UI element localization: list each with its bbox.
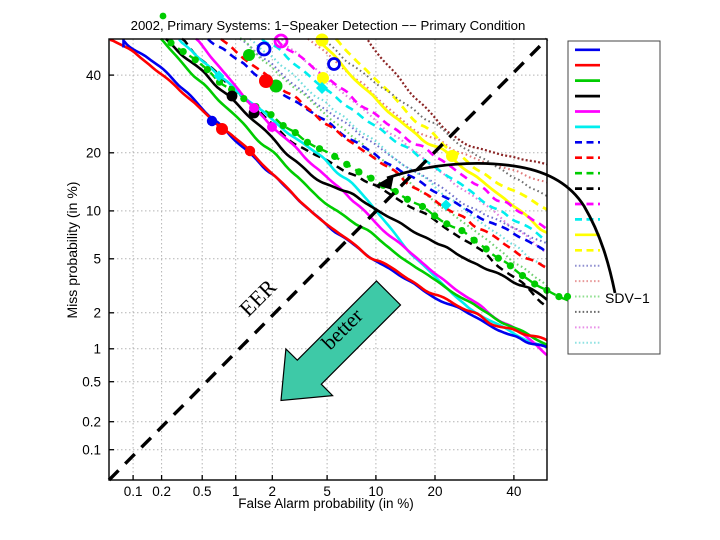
svg-text:20: 20 (427, 484, 442, 499)
svg-text:5: 5 (93, 252, 101, 267)
svg-text:2002, Primary Systems: 1−Speak: 2002, Primary Systems: 1−Speaker Detecti… (131, 18, 526, 33)
svg-text:0.2: 0.2 (82, 415, 101, 430)
svg-text:5: 5 (323, 484, 331, 499)
svg-text:20: 20 (86, 146, 101, 161)
svg-text:False Alarm probability (in %): False Alarm probability (in %) (238, 496, 414, 511)
svg-text:40: 40 (86, 68, 101, 83)
svg-text:10: 10 (86, 204, 101, 219)
svg-text:0.5: 0.5 (193, 484, 212, 499)
svg-text:10: 10 (368, 484, 383, 499)
svg-text:2: 2 (93, 306, 101, 321)
svg-text:1: 1 (93, 342, 101, 357)
svg-text:0.5: 0.5 (82, 375, 101, 390)
svg-text:0.1: 0.1 (124, 484, 143, 499)
svg-text:0.2: 0.2 (152, 484, 171, 499)
svg-text:0.1: 0.1 (82, 443, 101, 458)
svg-text:40: 40 (506, 484, 521, 499)
svg-text:1: 1 (232, 484, 240, 499)
svg-text:2: 2 (269, 484, 277, 499)
svg-text:Miss probability (in %): Miss probability (in %) (64, 182, 80, 319)
svg-text:SDV−1: SDV−1 (605, 290, 650, 306)
